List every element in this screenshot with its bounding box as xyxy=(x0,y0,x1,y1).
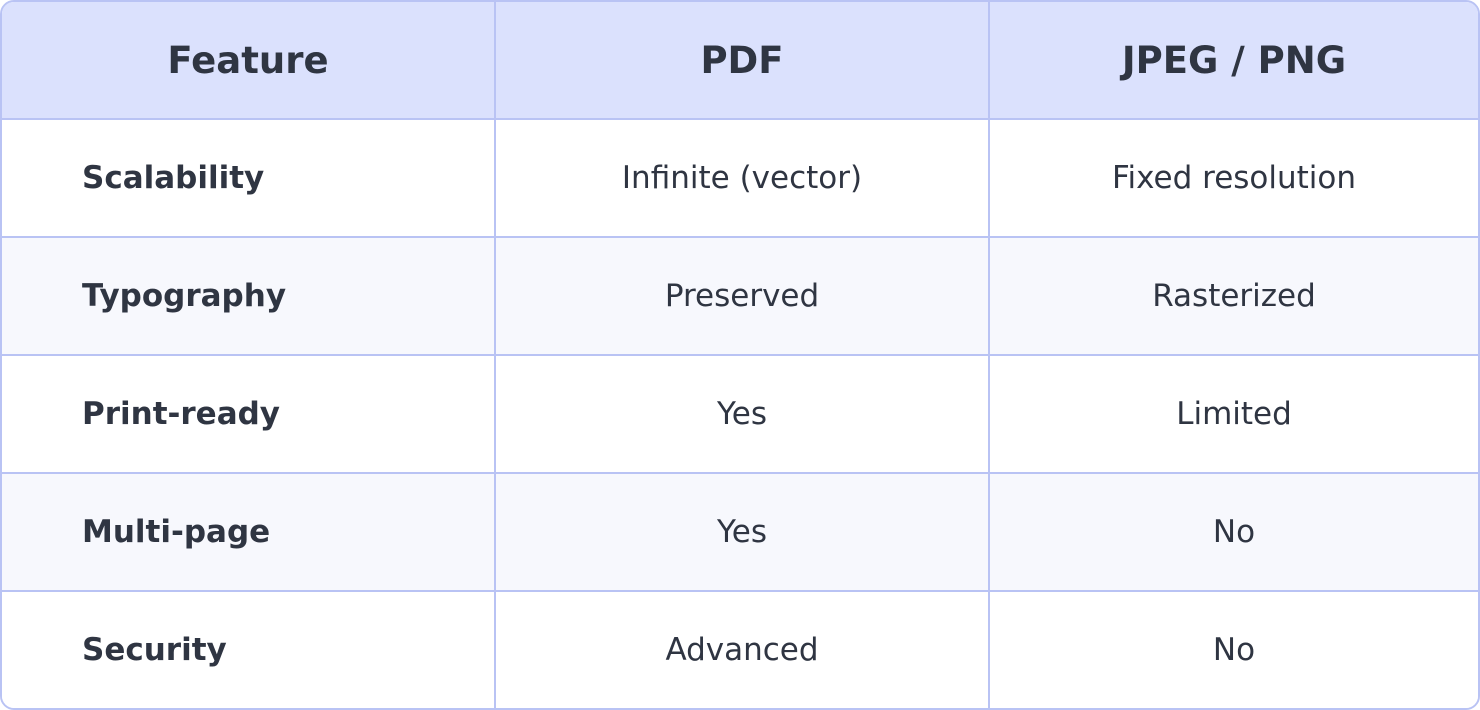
value-cell: No xyxy=(988,590,1478,708)
value-cell: Advanced xyxy=(494,590,990,708)
header-row: Feature PDF JPEG / PNG xyxy=(2,2,1478,120)
value-cell: Rasterized xyxy=(988,236,1478,356)
feature-cell: Typography xyxy=(2,236,496,356)
feature-cell: Scalability xyxy=(2,118,496,238)
table-row: Multi-page Yes No xyxy=(2,472,1478,592)
header-cell: PDF xyxy=(494,2,990,120)
feature-cell: Print-ready xyxy=(2,354,496,474)
table-header: Feature PDF JPEG / PNG xyxy=(2,2,1478,120)
value-cell: Yes xyxy=(494,354,990,474)
value-cell: Preserved xyxy=(494,236,990,356)
value-cell: Infinite (vector) xyxy=(494,118,990,238)
table-row: Print-ready Yes Limited xyxy=(2,354,1478,474)
table-row: Typography Preserved Rasterized xyxy=(2,236,1478,356)
feature-cell: Security xyxy=(2,590,496,708)
value-cell: Yes xyxy=(494,472,990,592)
feature-cell: Multi-page xyxy=(2,472,496,592)
value-cell: Fixed resolution xyxy=(988,118,1478,238)
value-cell: Limited xyxy=(988,354,1478,474)
value-cell: No xyxy=(988,472,1478,592)
table-row: Security Advanced No xyxy=(2,590,1478,708)
table-body: Scalability Infinite (vector) Fixed resolu… xyxy=(2,118,1478,708)
header-cell: Feature xyxy=(2,2,496,120)
table-row: Scalability Infinite (vector) Fixed resolu… xyxy=(2,118,1478,238)
header-cell: JPEG / PNG xyxy=(988,2,1478,120)
